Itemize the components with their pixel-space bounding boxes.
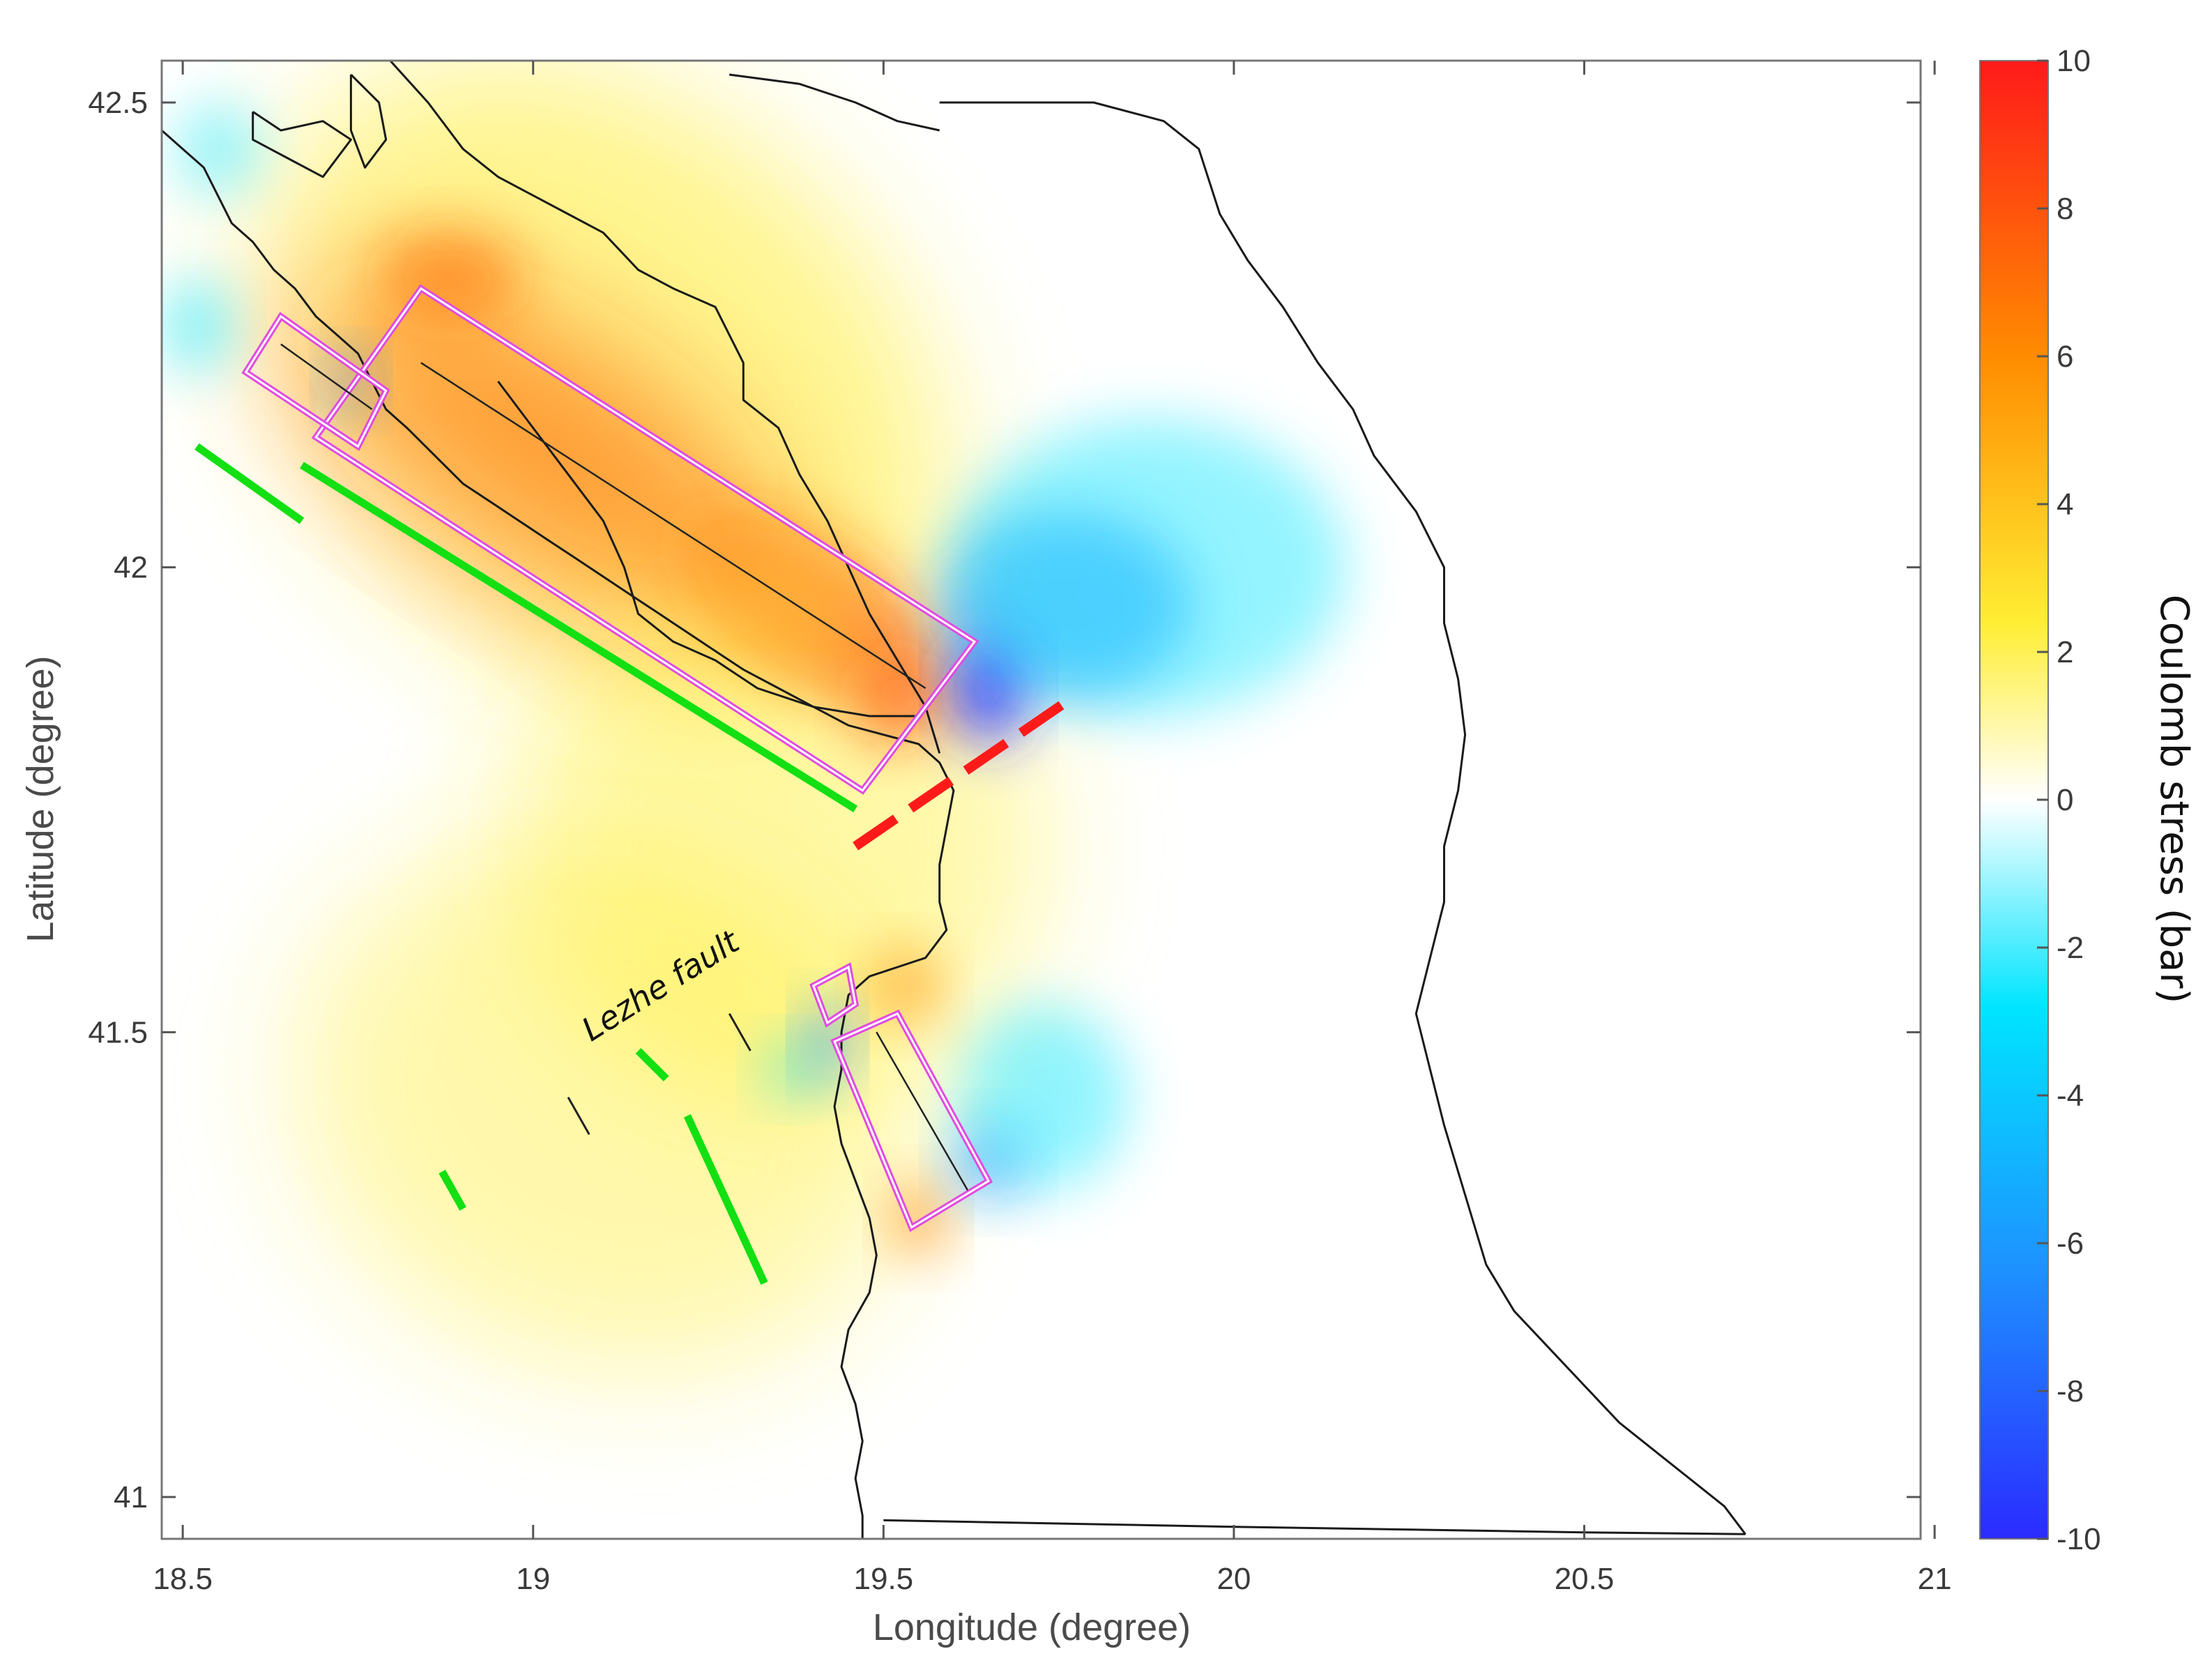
rupture-box-inner (314, 287, 977, 792)
border-line (939, 101, 1746, 1535)
border-line (388, 61, 941, 754)
green-fault (194, 443, 305, 524)
stress-blob (953, 418, 1346, 716)
stress-blob (176, 102, 260, 196)
green-fault (683, 1114, 768, 1285)
stress-field (162, 61, 1346, 1374)
fault-lines (194, 284, 1076, 1285)
y-axis-title: Latitude (degree) (20, 655, 61, 942)
lake-shore-line (497, 381, 919, 717)
fault-trace (280, 343, 373, 411)
stress-blob (764, 1041, 821, 1097)
colorbar (1979, 60, 2049, 1540)
x-tick-label: 21 (1918, 1562, 1952, 1596)
map-lines (162, 61, 1746, 1539)
minor-fault (728, 1012, 752, 1051)
plot-frame (160, 59, 1922, 1540)
border-line (729, 73, 940, 132)
fault-trace (420, 362, 926, 690)
colorbar-tick-label: -2 (2057, 931, 2084, 965)
stress-blob (869, 948, 940, 1023)
stress-blob (293, 839, 913, 1374)
coastline (162, 129, 955, 1539)
x-tick-label: 18.5 (153, 1562, 213, 1596)
colorbar-tick-label: -10 (2057, 1522, 2101, 1556)
y-tick-label: 42 (114, 551, 148, 585)
colorbar-ticks: 10 8 6 4 2 0 -2 -4 -6 -8 -10 (2037, 44, 2101, 1556)
stress-blob (162, 279, 232, 372)
colorbar-tick-label: 8 (2057, 192, 2073, 226)
green-fault (438, 1169, 466, 1211)
rupture-box-inner (244, 314, 388, 448)
axis-ticks: 18.5 19 19.5 20 20.5 21 41 41.5 42 42.5 (88, 61, 1952, 1596)
colorbar-tick-label: 10 (2057, 44, 2091, 78)
lezhe-fault-line (853, 693, 1076, 851)
colorbar-title: Coulomb stress (bar) (2151, 595, 2197, 1004)
stress-blob (890, 1180, 947, 1256)
colorbar-tick-label: 4 (2057, 487, 2073, 522)
colorbar-tick-label: -6 (2057, 1226, 2084, 1261)
y-tick-label: 41 (114, 1480, 148, 1514)
colorbar-tick-label: -8 (2057, 1374, 2084, 1408)
x-tick-label: 20 (1216, 1562, 1251, 1596)
island-outline (252, 111, 352, 178)
x-tick-label: 20.5 (1555, 1562, 1615, 1596)
colorbar-tick-label: 0 (2057, 783, 2073, 817)
rupture-box-inner (833, 1012, 991, 1229)
minor-fault (567, 1096, 590, 1135)
border-line (883, 1519, 1746, 1535)
x-tick-label: 19.5 (854, 1562, 914, 1596)
colorbar-tick-label: -4 (2057, 1079, 2084, 1113)
green-fault (635, 1048, 669, 1081)
colorbar-tick-label: 2 (2057, 635, 2073, 669)
fault-trace (876, 1031, 969, 1191)
y-tick-label: 41.5 (88, 1015, 148, 1049)
stress-blob (960, 1004, 1129, 1190)
x-axis-title: Longitude (degree) (873, 1606, 1191, 1648)
colorbar-tick-label: 6 (2057, 340, 2073, 374)
rupture-box-inner (811, 965, 857, 1025)
island-outline (349, 73, 388, 169)
y-tick-label: 42.5 (88, 86, 148, 120)
x-tick-label: 19 (516, 1562, 550, 1596)
green-fault (300, 462, 858, 812)
